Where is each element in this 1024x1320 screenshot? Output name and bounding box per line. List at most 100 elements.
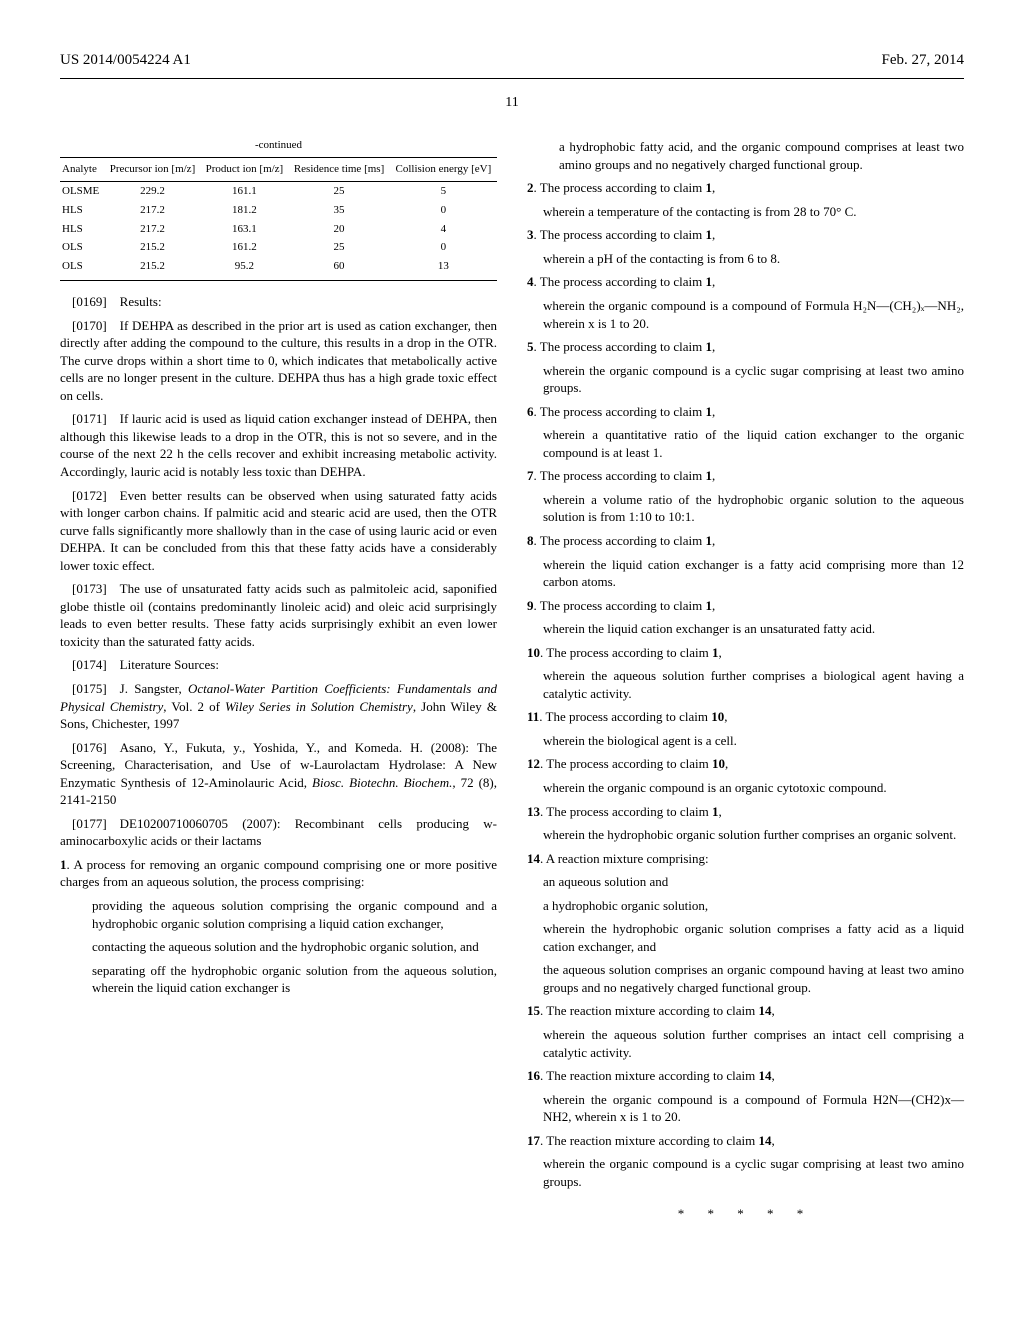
claim-ref: 14 bbox=[759, 1003, 772, 1018]
paragraph-number: [0177] bbox=[72, 816, 107, 831]
claim: 2. The process according to claim 1, bbox=[527, 179, 964, 197]
claim: 15. The reaction mixture according to cl… bbox=[527, 1002, 964, 1020]
claim-intro: . The process according to claim bbox=[534, 404, 706, 419]
claim-part: separating off the hydrophobic organic s… bbox=[60, 962, 497, 997]
paragraph-text: Even better results can be observed when… bbox=[60, 488, 497, 573]
claim-intro: . The reaction mixture according to clai… bbox=[540, 1133, 759, 1148]
claim-continuation: a hydrophobic fatty acid, and the organi… bbox=[527, 138, 964, 173]
table-cell: 35 bbox=[288, 201, 389, 220]
paragraph-number: [0172] bbox=[72, 488, 107, 503]
paragraph-number: [0174] bbox=[72, 657, 107, 672]
paragraph-text: Literature Sources: bbox=[120, 657, 219, 672]
claim-intro: . The process according to claim bbox=[534, 533, 706, 548]
claim: 6. The process according to claim 1, bbox=[527, 403, 964, 421]
claim-intro: . The process according to claim bbox=[534, 227, 706, 242]
table-cell: HLS bbox=[60, 201, 104, 220]
claim: 12. The process according to claim 10, bbox=[527, 755, 964, 773]
claim-intro: . The process according to claim bbox=[534, 339, 706, 354]
claim-number: 11 bbox=[527, 709, 539, 724]
claim-body: wherein the aqueous solution further com… bbox=[527, 1026, 964, 1061]
paragraph: [0170] If DEHPA as described in the prio… bbox=[60, 317, 497, 405]
table-header: Precursor ion [m/z] bbox=[104, 157, 200, 181]
table-cell: 161.1 bbox=[201, 181, 289, 200]
claim-number: 15 bbox=[527, 1003, 540, 1018]
claim: 7. The process according to claim 1, bbox=[527, 467, 964, 485]
table-cell: 60 bbox=[288, 257, 389, 280]
claim-ref: 14 bbox=[759, 1068, 772, 1083]
page-number: 11 bbox=[60, 94, 964, 113]
claim-number: 13 bbox=[527, 804, 540, 819]
claim-number: 14 bbox=[527, 851, 540, 866]
claim-number: 10 bbox=[527, 645, 540, 660]
claim-intro: . The process according to claim bbox=[534, 468, 706, 483]
claim-number: 16 bbox=[527, 1068, 540, 1083]
paragraph-italic: Biosc. Biotechn. Biochem., bbox=[312, 775, 456, 790]
left-column: -continued Analyte Precursor ion [m/z] P… bbox=[60, 138, 497, 1223]
publication-number: US 2014/0054224 A1 bbox=[60, 50, 191, 70]
claim: 3. The process according to claim 1, bbox=[527, 226, 964, 244]
table-cell: 229.2 bbox=[104, 181, 200, 200]
claim-intro: . The process according to claim bbox=[534, 274, 706, 289]
claim-body: wherein the biological agent is a cell. bbox=[527, 732, 964, 750]
paragraph-text: , Vol. 2 of bbox=[163, 699, 225, 714]
table-cell: 4 bbox=[390, 220, 497, 239]
claim-tail: , bbox=[712, 468, 715, 483]
claim-number: 12 bbox=[527, 756, 540, 771]
table-cell: 0 bbox=[390, 238, 497, 257]
table-cell: 181.2 bbox=[201, 201, 289, 220]
table-row: HLS217.2163.1204 bbox=[60, 220, 497, 239]
claim-tail: , bbox=[772, 1068, 775, 1083]
claim-tail: , bbox=[712, 339, 715, 354]
claim: 4. The process according to claim 1, bbox=[527, 273, 964, 291]
claim-text: . A reaction mixture comprising: bbox=[540, 851, 709, 866]
table-header-row: Analyte Precursor ion [m/z] Product ion … bbox=[60, 157, 497, 181]
claim: 11. The process according to claim 10, bbox=[527, 708, 964, 726]
claim-body: wherein the organic compound is a compou… bbox=[527, 297, 964, 332]
paragraph-text: If lauric acid is used as liquid cation … bbox=[60, 411, 497, 479]
table-cell: HLS bbox=[60, 220, 104, 239]
claim-tail: , bbox=[718, 804, 721, 819]
claim-tail: , bbox=[725, 756, 728, 771]
claim-intro: . The process according to claim bbox=[540, 756, 712, 771]
paragraph-text: The use of unsaturated fatty acids such … bbox=[60, 581, 497, 649]
table-cell: 95.2 bbox=[201, 257, 289, 280]
paragraph-number: [0176] bbox=[72, 740, 107, 755]
claim-tail: , bbox=[712, 598, 715, 613]
claim: 8. The process according to claim 1, bbox=[527, 532, 964, 550]
paragraph: [0174] Literature Sources: bbox=[60, 656, 497, 674]
claim-body: wherein a pH of the contacting is from 6… bbox=[527, 250, 964, 268]
table-cell: 0 bbox=[390, 201, 497, 220]
claim: 17. The reaction mixture according to cl… bbox=[527, 1132, 964, 1150]
claim-ref: 10 bbox=[711, 709, 724, 724]
claim-intro: . The process according to claim bbox=[540, 804, 712, 819]
paragraph-text: Results: bbox=[120, 294, 162, 309]
table-header: Analyte bbox=[60, 157, 104, 181]
paragraph-text: If DEHPA as described in the prior art i… bbox=[60, 318, 497, 403]
claim-tail: , bbox=[724, 709, 727, 724]
content-columns: -continued Analyte Precursor ion [m/z] P… bbox=[60, 138, 964, 1223]
claim-tail: , bbox=[718, 645, 721, 660]
claim-tail: , bbox=[712, 533, 715, 548]
analyte-table: Analyte Precursor ion [m/z] Product ion … bbox=[60, 157, 497, 281]
end-marks: * * * * * bbox=[527, 1205, 964, 1223]
claim-ref: 10 bbox=[712, 756, 725, 771]
paragraph-number: [0169] bbox=[72, 294, 107, 309]
claim: 13. The process according to claim 1, bbox=[527, 803, 964, 821]
claim-body: wherein a quantitative ratio of the liqu… bbox=[527, 426, 964, 461]
paragraph-italic: Wiley Series in Solution Chemistry bbox=[225, 699, 413, 714]
claim-body: wherein the organic compound is a compou… bbox=[527, 1091, 964, 1126]
paragraph: [0171] If lauric acid is used as liquid … bbox=[60, 410, 497, 480]
table-cell: 215.2 bbox=[104, 238, 200, 257]
paragraph-number: [0175] bbox=[72, 681, 107, 696]
table-row: HLS217.2181.2350 bbox=[60, 201, 497, 220]
table-cell: OLSME bbox=[60, 181, 104, 200]
table-cell: 215.2 bbox=[104, 257, 200, 280]
claim-intro: . The process according to claim bbox=[539, 709, 711, 724]
claim-body: wherein the hydrophobic organic solution… bbox=[527, 826, 964, 844]
claim: 5. The process according to claim 1, bbox=[527, 338, 964, 356]
table-cell: 163.1 bbox=[201, 220, 289, 239]
table-cell: OLS bbox=[60, 257, 104, 280]
claim-part: contacting the aqueous solution and the … bbox=[60, 938, 497, 956]
claim-tail: , bbox=[712, 274, 715, 289]
table-header: Collision energy [eV] bbox=[390, 157, 497, 181]
